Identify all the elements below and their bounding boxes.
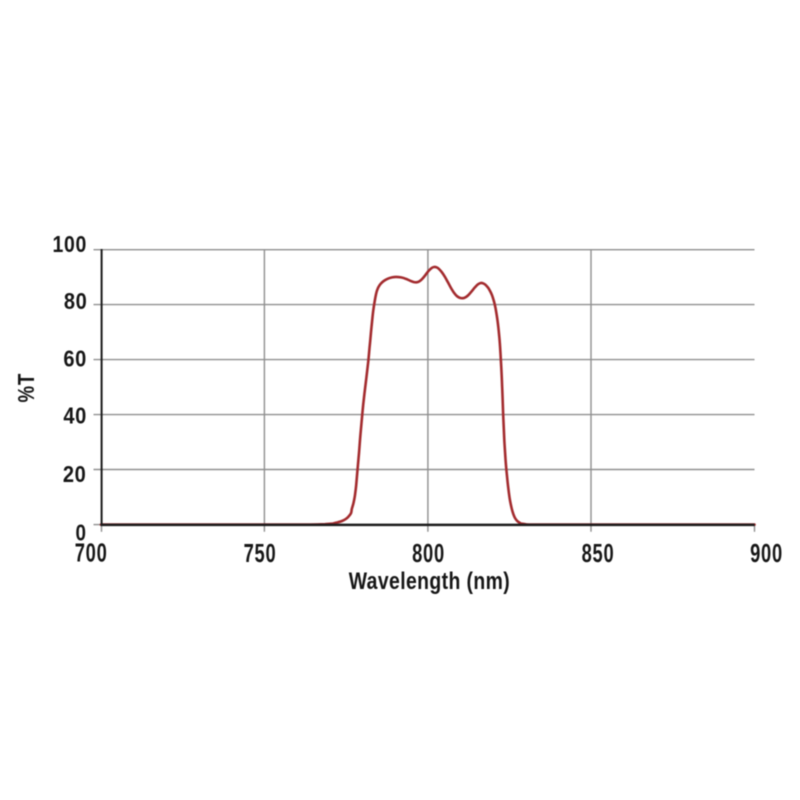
svg-text:700: 700 [75, 539, 108, 568]
svg-text:20: 20 [63, 460, 87, 487]
svg-text:60: 60 [63, 345, 87, 372]
svg-text:Wavelength (nm): Wavelength (nm) [349, 567, 510, 595]
svg-text:750: 750 [244, 539, 277, 568]
svg-text:0: 0 [76, 519, 86, 546]
svg-text:850: 850 [582, 539, 615, 568]
svg-text:80: 80 [64, 288, 88, 315]
svg-text:900: 900 [750, 539, 783, 568]
svg-text:%T: %T [13, 373, 40, 403]
svg-text:40: 40 [63, 402, 87, 429]
svg-text:800: 800 [412, 539, 445, 568]
svg-text:100: 100 [53, 230, 87, 257]
